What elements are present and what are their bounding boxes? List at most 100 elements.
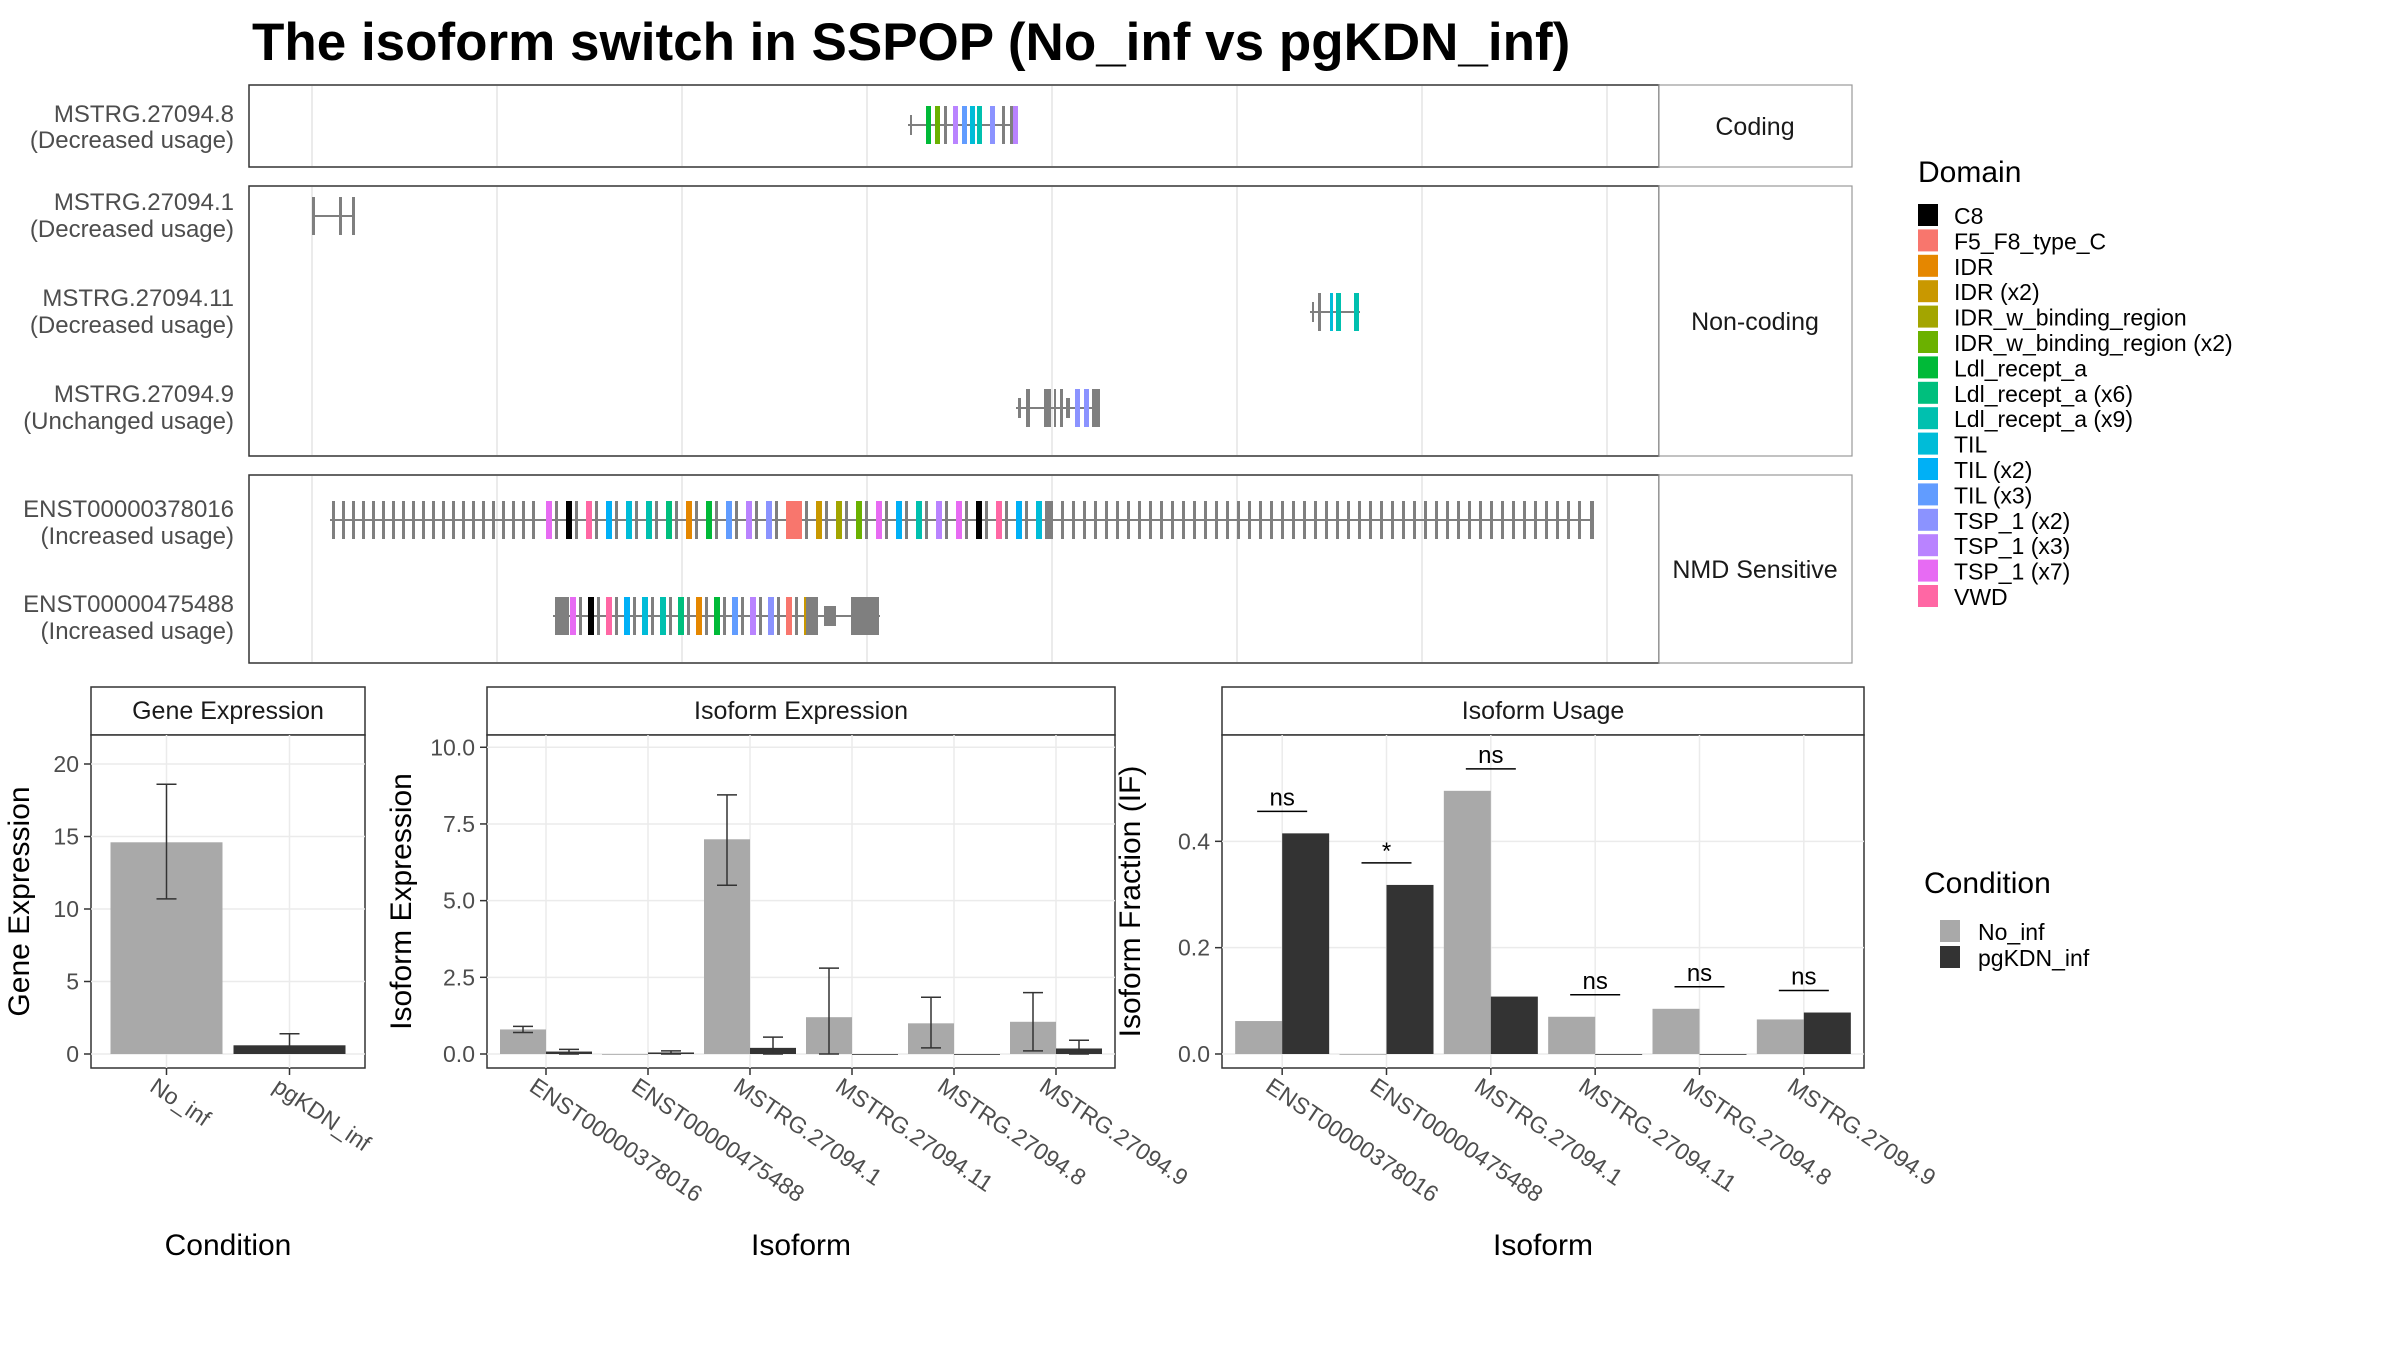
exon — [759, 597, 762, 635]
bar — [1490, 996, 1538, 1054]
exon — [1116, 501, 1119, 539]
exon — [502, 501, 505, 539]
exon — [675, 501, 678, 539]
isoform-label: MSTRG.27094.8 — [54, 101, 234, 128]
gene-structure-chart: Coding Non-coding NMD Sensitive MSTRG.27… — [23, 84, 1853, 664]
isoform-label: ENST00000378016 — [23, 496, 234, 523]
exon — [1105, 501, 1108, 539]
exon — [1149, 501, 1152, 539]
domain-exon — [962, 106, 967, 144]
domain-exon — [1016, 501, 1022, 539]
x-tick-label: pgKDN_inf — [269, 1073, 376, 1157]
exon — [1523, 501, 1526, 539]
domain-exon — [588, 597, 594, 635]
exon — [1066, 398, 1070, 418]
domain-legend-label: VWD — [1954, 584, 2008, 610]
x-tick-label: ENST00000378016 — [525, 1073, 707, 1208]
exon — [1259, 501, 1262, 539]
exon — [575, 501, 578, 539]
exon — [1567, 501, 1570, 539]
bar — [852, 1054, 898, 1055]
exon — [1083, 501, 1086, 539]
domain-exon — [686, 501, 692, 539]
domain-legend-swatch — [1918, 381, 1938, 404]
y-tick-label: 0 — [66, 1041, 79, 1067]
exon — [342, 501, 345, 539]
domain-legend-label: Ldl_recept_a (x9) — [1954, 406, 2133, 432]
exon — [945, 501, 948, 539]
significance-label: ns — [1269, 784, 1294, 811]
exon — [402, 501, 405, 539]
bar — [1386, 884, 1434, 1054]
domain-exon — [836, 501, 842, 539]
exon — [432, 501, 435, 539]
strip-nmd — [1658, 474, 1853, 664]
domain-legend-label: C8 — [1954, 203, 1983, 229]
exon — [910, 115, 912, 135]
exon — [1312, 302, 1314, 322]
exon — [615, 501, 618, 539]
domain-exon — [546, 501, 552, 539]
domain-exon — [936, 501, 942, 539]
domain-legend-label: IDR — [1954, 254, 1994, 280]
condition-legend-swatch — [1940, 920, 1960, 942]
domain-legend-swatch — [1918, 305, 1938, 328]
exon — [1347, 501, 1350, 539]
exon — [1054, 389, 1056, 427]
domain-exon — [606, 501, 612, 539]
domain-legend-label: TSP_1 (x7) — [1954, 559, 2070, 585]
exon — [1556, 501, 1559, 539]
exon — [555, 501, 558, 539]
exon — [1336, 501, 1339, 539]
domain-exon — [586, 501, 592, 539]
domain-legend-swatch — [1918, 458, 1938, 480]
strip-label-nmd: NMD Sensitive — [1672, 556, 1837, 584]
isoform-usage-label: (Increased usage) — [41, 618, 234, 645]
domain-legend-swatch — [1918, 585, 1938, 607]
exon — [651, 597, 654, 635]
exon — [1391, 501, 1394, 539]
x-axis-title: Isoform — [1493, 1229, 1593, 1262]
domain-exon — [926, 106, 931, 144]
domain-legend-title: Domain — [1918, 156, 2021, 189]
exon — [615, 597, 618, 635]
y-tick-label: 10 — [53, 896, 79, 922]
domain-legend-swatch — [1918, 229, 1938, 252]
exon — [597, 597, 600, 635]
domain-exon — [1336, 293, 1341, 331]
bar — [1756, 1019, 1804, 1054]
domain-exon — [768, 597, 774, 635]
domain-legend-swatch — [1918, 534, 1938, 557]
domain-legend-swatch — [1918, 483, 1938, 506]
domain-exon — [570, 597, 576, 635]
exon — [532, 501, 535, 539]
exon — [392, 501, 395, 539]
exon — [1303, 501, 1306, 539]
domain-legend-swatch — [1918, 280, 1938, 303]
exon — [1435, 501, 1438, 539]
y-tick-label: 20 — [53, 751, 79, 777]
domain-exon — [977, 106, 982, 144]
bar-panel: Gene Expression 0 5 10 15 20 No_inf pgKDN_inf Ge… — [3, 686, 376, 1262]
exon — [1204, 501, 1207, 539]
panel-strip — [486, 686, 1116, 736]
exon — [1160, 501, 1163, 539]
domain-legend-swatch — [1918, 559, 1938, 582]
domain-exon — [786, 501, 802, 539]
domain-legend-label: Ldl_recept_a — [1954, 355, 2087, 381]
significance-label: ns — [1791, 964, 1816, 991]
y-tick-label: 15 — [53, 824, 79, 850]
domain-exon — [732, 597, 738, 635]
exon — [1248, 501, 1251, 539]
condition-legend-label: No_inf — [1978, 919, 2045, 945]
y-tick-label: 0.2 — [1178, 935, 1210, 961]
y-axis-title: Isoform Fraction (IF) — [1114, 766, 1147, 1038]
panel-strip-label: Isoform Expression — [694, 697, 908, 725]
domain-legend-label: IDR (x2) — [1954, 279, 2040, 305]
x-axis-title: Condition — [165, 1229, 292, 1262]
exon — [1325, 501, 1328, 539]
exon — [362, 501, 365, 539]
exon — [522, 501, 525, 539]
domain-exon — [606, 597, 612, 635]
